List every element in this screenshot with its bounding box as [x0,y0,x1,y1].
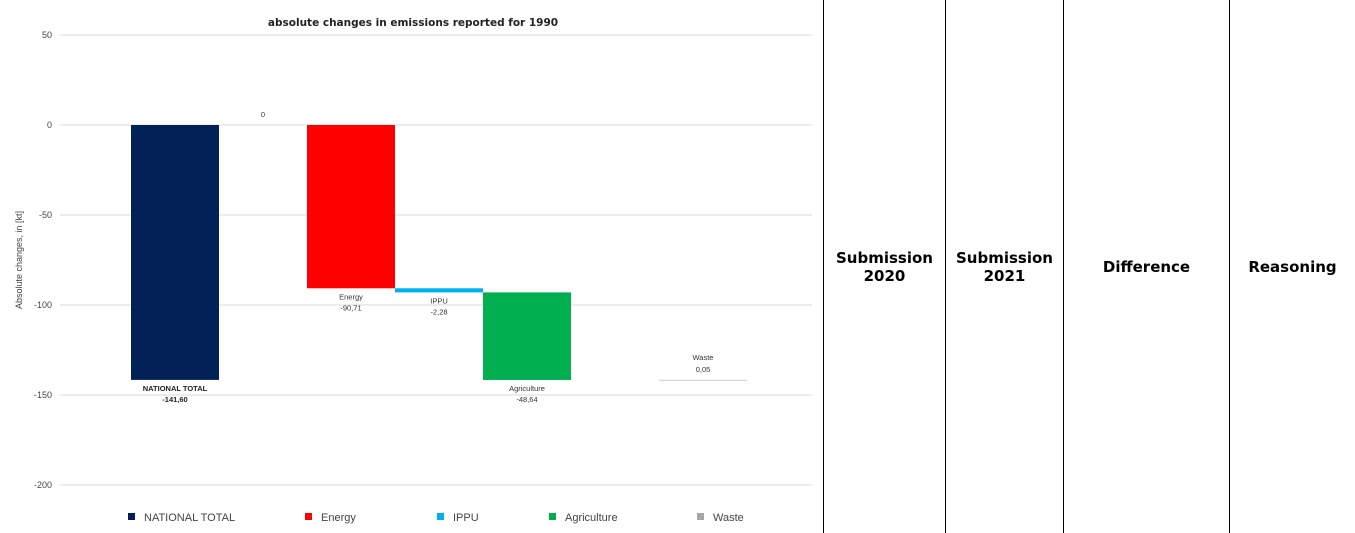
table-header-row: Submission 2020 Submission 2021 Differen… [823,0,1355,533]
emissions-chart: absolute changes in emissions reported f… [14,17,812,524]
data-label-name-agriculture: Agriculture [509,384,545,393]
y-tick-label: -200 [34,480,52,490]
bar-national-total [131,125,219,380]
header-submission-2020: Submission 2020 [823,0,946,533]
legend-label-national-total: NATIONAL TOTAL [144,512,235,524]
data-label-value-national-total: -141,60 [162,395,187,404]
data-label-name-waste: Waste [693,353,714,362]
data-label-name-ippu: IPPU [430,296,448,305]
data-label-value-energy: -90,71 [340,303,361,312]
legend-swatch-national-total [128,513,135,520]
data-label-value-waste: 0,05 [696,365,711,374]
y-tick-label: -150 [34,390,52,400]
bar-waste [659,379,747,381]
bar-energy [307,125,395,289]
y-axis-label: Absolute changes, in [kt] [14,211,24,309]
y-tick-label: -50 [39,210,52,220]
chart-title: absolute changes in emissions reported f… [268,17,558,29]
bar-agriculture [483,292,571,380]
data-label-name-national-total: NATIONAL TOTAL [143,384,208,393]
data-label-value-ippu: -2,28 [430,307,447,316]
comparison-table-header: Submission 2020 Submission 2021 Differen… [823,0,1355,533]
legend-swatch-waste [697,513,704,520]
bar-ippu [395,288,483,293]
y-tick-label: -100 [34,300,52,310]
y-tick-label: 50 [42,30,52,40]
chart-area: absolute changes in emissions reported f… [14,17,812,524]
legend-swatch-agriculture [549,513,556,520]
legend-swatch-ippu [437,513,444,520]
legend-swatch-energy [305,513,312,520]
data-label-value-blank-1: 0 [261,110,265,119]
legend-label-waste: Waste [713,512,744,524]
legend-label-ippu: IPPU [453,512,479,524]
data-label-name-energy: Energy [339,292,363,301]
legend-label-energy: Energy [321,512,356,524]
header-difference: Difference [1063,0,1230,533]
y-tick-label: 0 [47,120,52,130]
legend-label-agriculture: Agriculture [565,512,618,524]
data-label-value-agriculture: -48,64 [516,395,537,404]
header-reasoning: Reasoning [1229,0,1355,533]
header-submission-2021: Submission 2021 [945,0,1064,533]
